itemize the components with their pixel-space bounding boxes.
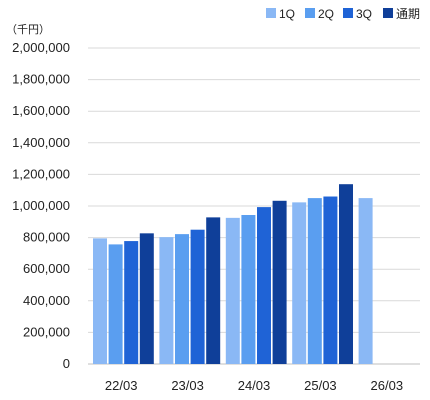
y-tick-label: 200,000	[23, 324, 70, 339]
legend-label: 通期	[396, 7, 420, 21]
legend-swatch	[305, 8, 315, 18]
legend-swatch	[266, 8, 276, 18]
legend-label: 1Q	[279, 7, 295, 21]
y-tick-label: 1,800,000	[12, 72, 70, 87]
legend-label: 3Q	[356, 7, 372, 21]
bar-1Q-25/03	[292, 202, 307, 364]
bar-2Q-22/03	[108, 244, 123, 364]
x-tick-label: 23/03	[171, 378, 204, 393]
bar-2Q-24/03	[241, 215, 256, 364]
y-tick-label: 1,400,000	[12, 135, 70, 150]
legend-swatch	[383, 8, 393, 18]
bar-通期-23/03	[206, 217, 221, 364]
bar-通期-22/03	[139, 233, 154, 364]
x-axis: 22/03 23/03 24/03 25/03 26/03	[105, 378, 403, 393]
bar-3Q-25/03	[323, 196, 338, 364]
x-tick-label: 22/03	[105, 378, 138, 393]
y-tick-label: 1,600,000	[12, 103, 70, 118]
bar-3Q-23/03	[190, 229, 205, 364]
bar-1Q-23/03	[159, 237, 174, 364]
bar-通期-25/03	[339, 184, 353, 364]
y-tick-label: 400,000	[23, 293, 70, 308]
x-tick-label: 25/03	[304, 378, 337, 393]
bar-3Q-24/03	[257, 207, 271, 364]
unit-label: （千円）	[6, 23, 50, 36]
bar-通期-24/03	[272, 200, 287, 364]
bar-2Q-23/03	[175, 234, 189, 364]
bar-2Q-25/03	[307, 198, 322, 364]
y-axis: 0 200,000 400,000 600,000 800,000 1,000,000 1,…	[12, 40, 70, 371]
legend: 1Q 2Q 3Q 通期	[266, 7, 420, 21]
bar-1Q-24/03	[225, 217, 240, 364]
y-tick-label: 600,000	[23, 261, 70, 276]
y-tick-label: 0	[63, 356, 70, 371]
x-tick-label: 24/03	[238, 378, 271, 393]
bars	[93, 184, 373, 364]
legend-swatch	[343, 8, 353, 18]
y-tick-label: 1,000,000	[12, 198, 70, 213]
y-tick-label: 1,200,000	[12, 166, 70, 181]
bar-1Q-22/03	[93, 238, 107, 364]
x-tick-label: 26/03	[371, 378, 404, 393]
legend-label: 2Q	[318, 7, 334, 21]
y-tick-label: 2,000,000	[12, 40, 70, 55]
y-tick-label: 800,000	[23, 230, 70, 245]
bar-1Q-26/03	[358, 198, 373, 364]
bar-3Q-22/03	[124, 241, 139, 364]
